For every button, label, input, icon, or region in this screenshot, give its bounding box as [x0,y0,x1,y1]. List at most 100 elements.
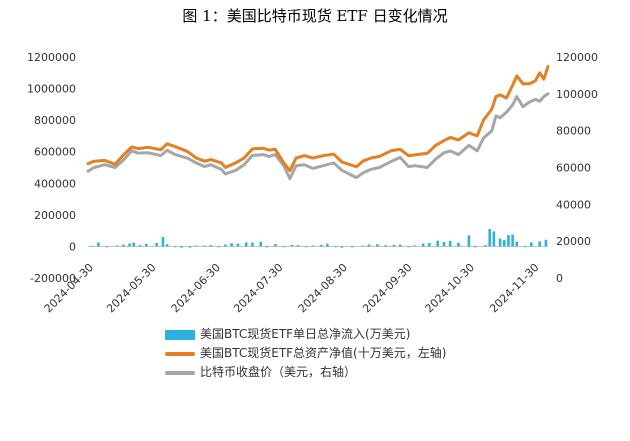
x-tick-label: 2024-07-30 [231,261,285,315]
net-inflow-bar [259,241,263,247]
net-inflow-bar [502,240,506,247]
x-tick-label: 2024-04-30 [42,261,96,315]
left-tick-label: 0 [69,240,76,253]
net-inflow-bar [448,240,452,247]
net-inflow-bar [457,242,460,247]
net-inflow-bar [236,243,240,247]
net-inflow-bar [498,238,502,247]
net-inflow-bar [155,242,158,247]
net-inflow-bar [492,231,496,247]
left-tick-label: -200000 [30,272,76,285]
right-tick-label: 20000 [556,235,591,248]
legend-label-net-inflow: 美国BTC现货ETF单日总净流入(万美元) [200,327,411,341]
net-inflow-bar [367,244,371,247]
net-inflow-bar [334,246,337,248]
net-inflow-bar [326,243,329,247]
net-inflow-bar [511,234,514,247]
right-tick-label: 120000 [556,51,598,64]
right-tick-label: 100000 [556,88,598,101]
net-inflow-bar [97,242,100,247]
right-tick-label: 80000 [556,125,591,138]
btc-price-line [86,92,550,181]
net-inflow-bar [413,245,417,247]
net-inflow-bar [384,245,387,247]
net-inflow-bar [217,246,221,248]
legend-swatch-bar [165,329,195,340]
net-inflow-bar [351,246,354,248]
left-tick-label: 600000 [34,146,76,159]
net-inflow-bar [544,239,548,247]
net-inflow-bar [274,244,277,247]
left-tick-label: 1000000 [27,83,76,96]
net-inflow-bar [165,244,169,247]
net-inflow-bar [122,244,125,247]
net-inflow-bar [515,241,519,247]
left-axis-ticks: -200000 0 200000 400000 600000 800000 1000000 1… [27,51,76,285]
net-inflow-bar [251,242,254,247]
net-inflow-bar [407,246,410,248]
net-inflow-bar [188,246,192,248]
net-inflow-bar [132,242,136,247]
net-inflow-bar [115,245,119,247]
net-inflow-bar [194,245,198,247]
net-inflow-bars [90,229,548,248]
net-inflow-bar [174,246,177,248]
legend-label-aum: 美国BTC现货ETF总资产净值(十万美元，左轴) [200,346,447,360]
net-inflow-bar [282,246,285,248]
right-axis-ticks: 0 20000 40000 60000 80000 100000 120000 [556,51,598,285]
net-inflow-bar [392,244,396,247]
net-inflow-bar [90,245,94,247]
net-inflow-bar [319,244,323,247]
net-inflow-bar [203,245,206,247]
right-tick-label: 60000 [556,162,591,175]
legend-swatch-orange-line [165,351,195,356]
net-inflow-bar [244,242,248,247]
net-inflow-bar [138,245,142,247]
x-tick-label: 2024-06-30 [169,261,223,315]
net-inflow-bar [398,244,402,247]
net-inflow-bar [361,245,365,247]
right-tick-label: 40000 [556,198,591,211]
etf-aum-line [86,65,550,173]
net-inflow-bar [530,242,533,247]
net-inflow-bar [467,235,471,247]
net-inflow-bar [421,243,425,247]
left-tick-label: 200000 [34,209,76,222]
left-tick-label: 1200000 [27,51,76,64]
x-tick-label: 2024-05-30 [104,261,158,315]
legend-item-btc-price: 比特币收盘价（美元，右轴） [165,363,446,382]
net-inflow-bar [436,240,439,247]
net-inflow-bar [488,229,492,247]
x-tick-label: 2024-08-30 [296,261,350,315]
net-inflow-bar [105,246,109,248]
legend-item-net-inflow: 美国BTC现货ETF单日总净流入(万美元) [165,325,446,344]
net-inflow-bar [507,235,510,247]
legend-item-aum: 美国BTC现货ETF总资产净值(十万美元，左轴) [165,344,446,363]
net-inflow-bar [484,245,487,247]
net-inflow-bar [428,242,431,247]
net-inflow-bar [128,243,131,247]
x-tick-label: 2024-11-30 [487,261,541,315]
net-inflow-bar [376,244,379,247]
legend: 美国BTC现货ETF单日总净流入(万美元) 美国BTC现货ETF总资产净值(十万… [165,325,446,382]
net-inflow-bar [180,246,183,248]
chart-title: 图 1：美国比特币现货 ETF 日变化情况 [182,7,448,25]
net-inflow-bar [340,246,344,248]
net-inflow-bar [305,246,308,248]
net-inflow-bar [442,242,446,247]
net-inflow-bar [290,244,294,247]
net-inflow-bar [224,244,227,247]
net-inflow-bar [473,246,477,248]
net-inflow-bar [523,246,527,248]
left-tick-label: 400000 [34,177,76,190]
net-inflow-bar [311,245,315,247]
x-axis-ticks: 2024-04-30 2024-05-30 2024-06-30 2024-07-30… [42,261,542,315]
right-tick-label: 0 [556,272,563,285]
series-lines [86,65,550,181]
net-inflow-bar [538,241,541,247]
net-inflow-bar [265,246,269,248]
net-inflow-bar [296,245,300,247]
net-inflow-bar [209,245,213,247]
x-tick-label: 2024-09-30 [360,261,414,315]
